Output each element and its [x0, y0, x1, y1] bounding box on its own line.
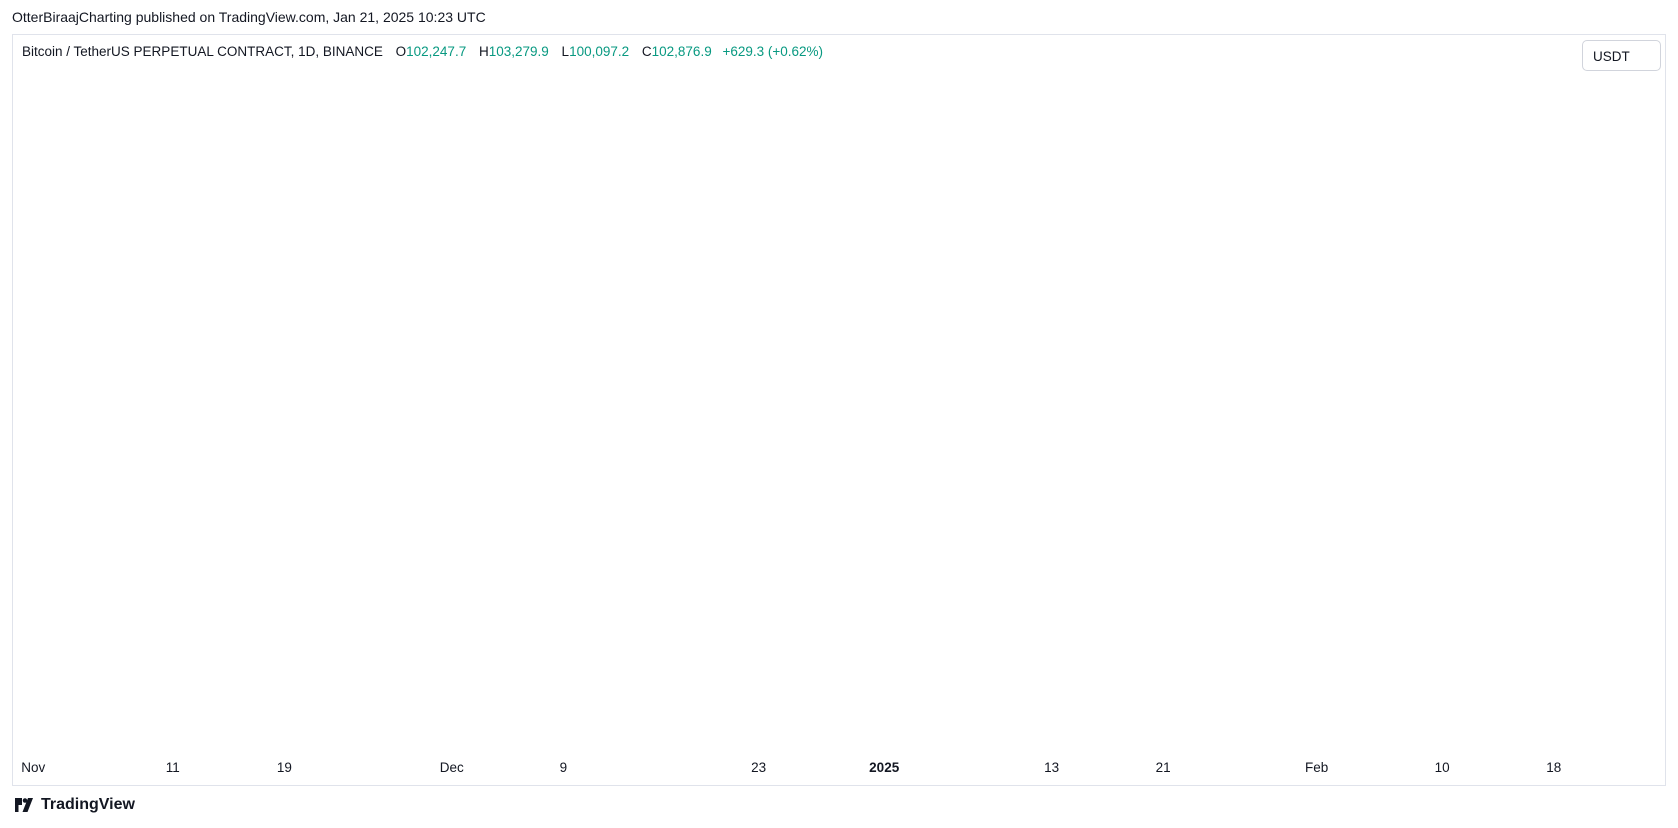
x-tick-label: 13: [1044, 760, 1059, 775]
close-label: C: [641, 44, 652, 59]
chart-frame: [12, 34, 1666, 786]
high-value: 103,279.9: [488, 44, 549, 59]
tradingview-footer[interactable]: TradingView: [12, 796, 135, 814]
x-tick-label: 2025: [869, 760, 900, 775]
x-tick-label: 19: [277, 760, 292, 775]
x-tick-label: Feb: [1305, 760, 1328, 775]
x-tick-label: 10: [1435, 760, 1450, 775]
chart-legend: Bitcoin / TetherUS PERPETUAL CONTRACT, 1…: [22, 44, 823, 59]
open-value: 102,247.7: [406, 44, 467, 59]
x-tick-label: 23: [751, 760, 766, 775]
brand-name: TradingView: [41, 796, 135, 813]
currency-button[interactable]: USDT: [1582, 40, 1661, 71]
tradingview-logo-icon: [15, 798, 33, 812]
symbol-title[interactable]: Bitcoin / TetherUS PERPETUAL CONTRACT, 1…: [22, 44, 383, 59]
x-tick-label: 9: [560, 760, 568, 775]
low-label: L: [561, 44, 570, 59]
x-tick-label: Nov: [21, 760, 45, 775]
low-value: 100,097.2: [569, 44, 630, 59]
x-tick-label: 21: [1156, 760, 1171, 775]
change-value: +629.3 (+0.62%): [722, 44, 824, 59]
x-tick-label: 18: [1546, 760, 1561, 775]
high-label: H: [478, 44, 489, 59]
published-line: OtterBiraajCharting published on Trading…: [12, 9, 486, 25]
x-tick-label: 11: [166, 760, 180, 775]
close-value: 102,876.9: [651, 44, 712, 59]
x-tick-label: Dec: [440, 760, 464, 775]
axes-layer: 64,000.068,000.072,000.076,000.080,000.0…: [21, 760, 1561, 775]
open-label: O: [395, 44, 407, 59]
